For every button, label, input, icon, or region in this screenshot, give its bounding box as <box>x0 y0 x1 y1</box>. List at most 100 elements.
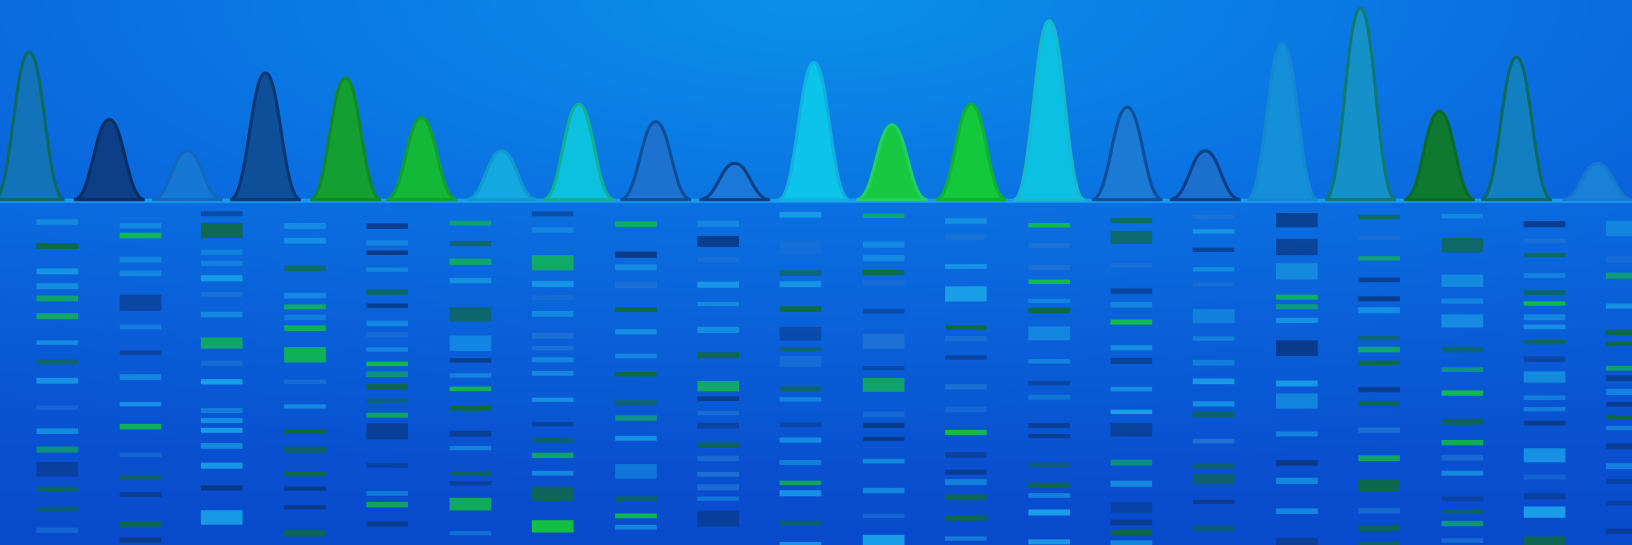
band <box>1606 273 1632 279</box>
band <box>780 386 822 391</box>
band <box>1606 501 1632 506</box>
band <box>366 362 408 366</box>
band <box>615 400 657 406</box>
band <box>1524 273 1566 278</box>
band <box>1111 520 1153 526</box>
band <box>1276 304 1318 309</box>
band <box>450 278 492 283</box>
band <box>945 218 987 224</box>
band <box>863 459 905 464</box>
band <box>697 221 739 227</box>
band <box>1606 375 1632 381</box>
band <box>615 221 657 227</box>
band <box>450 335 492 351</box>
band <box>201 418 243 423</box>
band <box>697 443 739 448</box>
band <box>532 520 574 532</box>
band <box>366 463 408 468</box>
band <box>615 496 657 502</box>
band <box>1111 231 1153 244</box>
band <box>1524 340 1566 344</box>
band <box>945 336 987 342</box>
band <box>36 243 78 249</box>
band <box>120 537 162 542</box>
band <box>1524 314 1566 320</box>
band <box>1111 288 1153 293</box>
band <box>1193 282 1235 286</box>
dna-sequencing-illustration <box>0 0 1632 545</box>
band <box>284 530 326 536</box>
band <box>450 431 492 437</box>
band <box>1193 401 1235 406</box>
band <box>863 488 905 493</box>
band <box>1276 239 1318 255</box>
band <box>366 491 408 496</box>
band <box>780 327 822 341</box>
band <box>36 296 78 302</box>
band <box>120 295 162 311</box>
band <box>1111 410 1153 414</box>
band <box>284 223 326 229</box>
band <box>697 423 739 429</box>
band <box>1028 243 1070 248</box>
band <box>284 380 326 384</box>
band <box>1358 480 1400 491</box>
band <box>1028 280 1070 284</box>
band <box>120 271 162 277</box>
band <box>1358 278 1400 283</box>
band <box>1193 474 1235 485</box>
band <box>1606 402 1632 407</box>
band <box>284 325 326 331</box>
band <box>863 242 905 248</box>
band <box>1524 324 1566 329</box>
band <box>284 347 326 362</box>
band <box>1442 298 1484 303</box>
band <box>1358 525 1400 531</box>
band <box>36 283 78 289</box>
band <box>945 407 987 413</box>
band <box>1028 265 1070 270</box>
band <box>532 398 574 402</box>
band <box>1606 303 1632 308</box>
band <box>1358 215 1400 219</box>
band <box>366 423 408 439</box>
band <box>1524 356 1566 362</box>
band <box>1524 301 1566 305</box>
band <box>201 360 243 365</box>
band <box>1606 415 1632 419</box>
band <box>780 212 822 218</box>
band <box>863 270 905 275</box>
band <box>36 219 78 224</box>
band <box>1606 221 1632 237</box>
band <box>284 304 326 309</box>
band <box>697 484 739 490</box>
band <box>36 359 78 364</box>
band <box>863 366 905 370</box>
band <box>1606 256 1632 262</box>
band <box>36 313 78 319</box>
band <box>201 250 243 255</box>
band <box>201 275 243 281</box>
band <box>863 535 905 545</box>
band <box>532 453 574 458</box>
band <box>450 481 492 485</box>
band <box>697 396 739 401</box>
band <box>697 472 739 477</box>
band <box>366 304 408 308</box>
band <box>366 268 408 272</box>
band <box>120 402 162 406</box>
band <box>450 498 492 511</box>
band <box>780 460 822 465</box>
band <box>284 505 326 509</box>
band <box>697 511 739 527</box>
band <box>201 443 243 449</box>
band <box>1028 483 1070 488</box>
band <box>1358 541 1400 545</box>
band <box>1028 381 1070 386</box>
band <box>1193 526 1235 532</box>
band <box>36 428 78 434</box>
band <box>36 405 78 409</box>
band <box>36 446 78 452</box>
band <box>615 282 657 288</box>
band <box>863 437 905 441</box>
